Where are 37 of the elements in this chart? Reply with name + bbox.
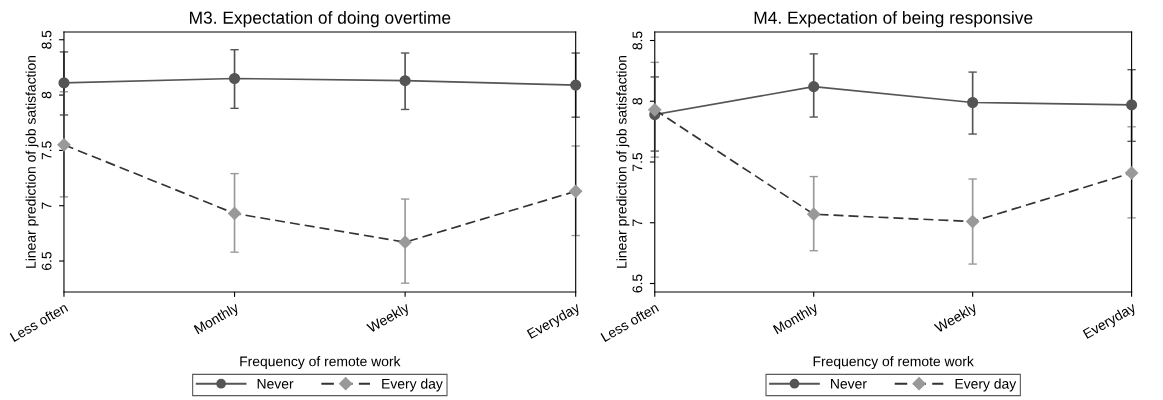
- legend-label: Every day: [382, 378, 443, 392]
- point: [57, 138, 71, 152]
- y-tick-label: 7: [632, 219, 643, 226]
- x-tick-label: Less often: [9, 302, 69, 343]
- y-axis-title: Linear prediction of job satisfaction: [616, 55, 630, 268]
- legend-label: Never: [257, 379, 294, 389]
- y-tick-label: 8: [632, 97, 643, 105]
- point: [807, 207, 821, 221]
- y-tick-label: 6.5: [632, 274, 643, 293]
- x-tick-label: Less often: [600, 302, 660, 343]
- point: [399, 75, 411, 87]
- point: [1125, 166, 1139, 180]
- y-tick-label: 7: [41, 202, 52, 209]
- y-axis-title: Linear prediction of job satisfaction: [25, 55, 39, 268]
- point: [967, 96, 979, 109]
- point: [570, 79, 582, 91]
- y-tick-label: 8: [41, 91, 52, 99]
- x-axis-title: Frequency of remote work: [813, 356, 974, 370]
- y-tick-label: 7.5: [632, 152, 643, 171]
- legend-label: Never: [831, 379, 867, 389]
- point: [648, 103, 662, 117]
- point: [1126, 99, 1138, 111]
- point: [227, 206, 242, 221]
- y-tick-label: 8.5: [632, 31, 643, 50]
- point: [569, 184, 583, 198]
- y-tick-label: 6.5: [41, 251, 52, 270]
- legend-label: Every day: [955, 378, 1017, 392]
- point: [966, 214, 980, 229]
- point: [228, 72, 241, 85]
- point: [808, 81, 820, 93]
- x-axis-title: Frequency of remote work: [240, 356, 401, 370]
- y-tick-label: 8.5: [41, 30, 52, 49]
- point: [398, 235, 412, 249]
- chart-title: M4. Expectation of being responsive: [754, 11, 1033, 28]
- chart-title: M3. Expectation of doing overtime: [190, 11, 451, 28]
- point: [58, 77, 70, 89]
- y-tick-label: 7.5: [41, 141, 52, 160]
